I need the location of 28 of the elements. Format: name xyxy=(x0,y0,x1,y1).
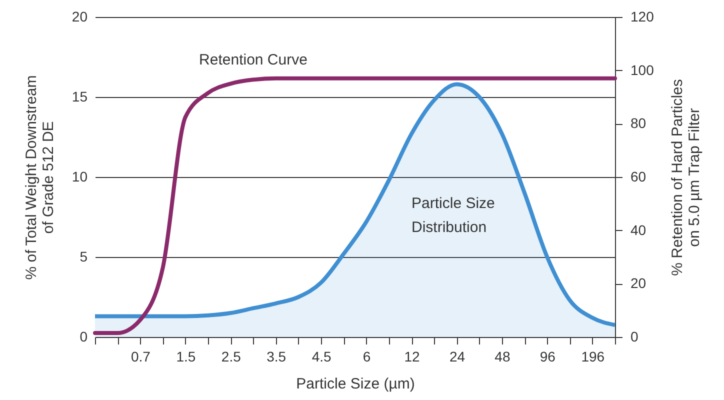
y2-tick-label: 120 xyxy=(630,8,654,24)
series-label: Particle Size Distribution xyxy=(412,195,495,236)
y2-tick-label: 20 xyxy=(630,275,646,292)
x-tick-label: 6 xyxy=(362,348,371,364)
x-tick-label: 96 xyxy=(540,348,556,364)
x-tick-label: 12 xyxy=(404,348,420,364)
y-tick-label: 0 xyxy=(80,328,88,344)
x-tick-label: 0.7 xyxy=(130,348,151,364)
x-tick-label: 4.5 xyxy=(312,348,332,364)
y-tick-label: 15 xyxy=(72,88,88,104)
x-tick-label: 24 xyxy=(449,348,466,364)
y2-tick-label: 100 xyxy=(630,62,654,78)
x-tick-label: 196 xyxy=(581,348,605,364)
y-tick-label: 20 xyxy=(72,8,88,24)
y-tick-label: 5 xyxy=(80,248,88,264)
x-tick-label: 48 xyxy=(494,348,510,364)
y-tick-label: 10 xyxy=(72,168,88,184)
y2-axis-title: % Retention of Hard Particles on 5.0 µm Trap Filter xyxy=(668,79,703,276)
y2-tick-label: 60 xyxy=(630,168,646,184)
y2-tick-label: 40 xyxy=(630,222,646,238)
y2-tick-label: 0 xyxy=(630,328,638,344)
x-tick-label: 2.5 xyxy=(221,348,242,364)
y-axis-title: % of Total Weight Downstream of Grade 512 DE xyxy=(22,75,57,280)
x-axis-title: Particle Size (µm) xyxy=(296,376,415,392)
x-tick-label: 3.5 xyxy=(266,348,286,364)
series-label: Retention Curve xyxy=(199,52,308,69)
y2-tick-label: 80 xyxy=(630,115,646,132)
x-tick-label: 1.5 xyxy=(176,348,196,364)
